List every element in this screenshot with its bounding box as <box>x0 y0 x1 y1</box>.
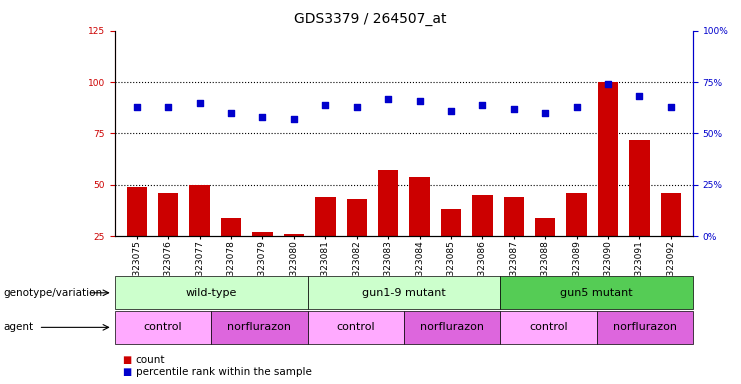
Point <box>319 102 331 108</box>
Text: ■: ■ <box>122 355 131 365</box>
Text: count: count <box>136 355 165 365</box>
Bar <box>190 185 210 288</box>
Point <box>602 81 614 87</box>
Bar <box>535 218 556 288</box>
Text: wild-type: wild-type <box>185 288 237 298</box>
Point <box>162 104 174 110</box>
Bar <box>252 232 273 288</box>
Point <box>131 104 143 110</box>
Bar <box>566 193 587 288</box>
Point <box>476 102 488 108</box>
Bar <box>629 140 650 288</box>
Text: ■: ■ <box>122 367 131 377</box>
Bar <box>378 170 399 288</box>
Text: norflurazon: norflurazon <box>227 322 291 333</box>
Point <box>539 110 551 116</box>
Point <box>193 99 205 106</box>
Text: percentile rank within the sample: percentile rank within the sample <box>136 367 311 377</box>
Bar <box>472 195 493 288</box>
Point <box>508 106 519 112</box>
Text: gun5 mutant: gun5 mutant <box>560 288 633 298</box>
Point <box>225 110 237 116</box>
Text: genotype/variation: genotype/variation <box>4 288 103 298</box>
Point <box>634 93 645 99</box>
Text: norflurazon: norflurazon <box>613 322 677 333</box>
Bar <box>598 82 618 288</box>
Point <box>571 104 582 110</box>
Text: GDS3379 / 264507_at: GDS3379 / 264507_at <box>294 12 447 25</box>
Bar <box>158 193 179 288</box>
Text: control: control <box>144 322 182 333</box>
Bar <box>284 234 304 288</box>
Bar <box>127 187 147 288</box>
Text: agent: agent <box>4 322 34 333</box>
Bar <box>315 197 336 288</box>
Point <box>665 104 677 110</box>
Point <box>413 98 425 104</box>
Point <box>288 116 300 122</box>
Point <box>445 108 457 114</box>
Bar <box>409 177 430 288</box>
Point <box>256 114 268 120</box>
Text: norflurazon: norflurazon <box>420 322 484 333</box>
Bar <box>221 218 242 288</box>
Bar <box>347 199 367 288</box>
Text: control: control <box>529 322 568 333</box>
Bar <box>504 197 524 288</box>
Bar <box>661 193 681 288</box>
Point <box>350 104 362 110</box>
Text: gun1-9 mutant: gun1-9 mutant <box>362 288 446 298</box>
Point <box>382 96 394 102</box>
Text: control: control <box>336 322 375 333</box>
Bar <box>441 209 461 288</box>
